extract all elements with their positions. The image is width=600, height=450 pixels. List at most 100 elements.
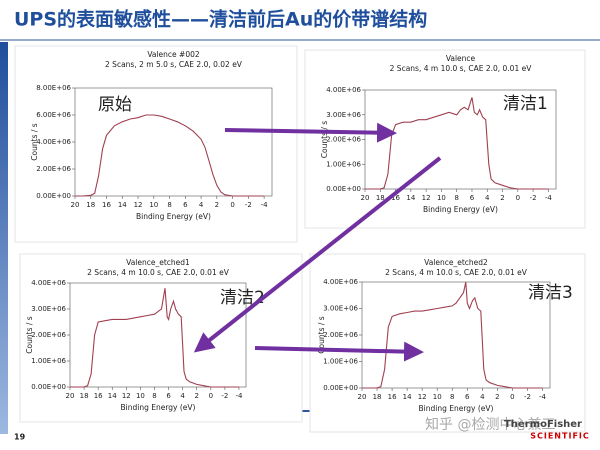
chart-panel xyxy=(304,49,586,229)
y-tick-label: 4.00E+06 xyxy=(31,279,66,287)
x-tick-label: 4 xyxy=(485,194,490,202)
y-tick-label: 0.00E+00 xyxy=(36,192,71,200)
y-tick-label: 3.00E+06 xyxy=(31,305,66,313)
x-tick-label: 2 xyxy=(194,392,198,400)
x-tick-label: -4 xyxy=(261,201,269,209)
watermark: 知乎 @检测中心兼工 xyxy=(425,416,555,433)
x-tick-label: 12 xyxy=(134,201,143,209)
x-tick-label: 20 xyxy=(361,194,370,202)
y-tick-label: 0.00E+00 xyxy=(323,384,358,392)
chart-title: Valence xyxy=(446,54,476,63)
x-tick-label: 2 xyxy=(215,201,219,209)
x-axis-label: Binding Energy (eV) xyxy=(136,212,211,221)
x-tick-label: 14 xyxy=(118,201,127,209)
chart-subtitle: 2 Scans, 2 m 5.0 s, CAE 2.0, 0.02 eV xyxy=(105,60,243,69)
y-tick-label: 4.00E+06 xyxy=(323,278,358,286)
x-tick-label: 0 xyxy=(230,201,234,209)
y-tick-label: 0.00E+00 xyxy=(326,185,361,193)
annotation: 清洁3 xyxy=(528,283,573,303)
y-tick-label: 3.00E+06 xyxy=(323,305,358,313)
y-tick-label: 6.00E+06 xyxy=(36,111,71,119)
x-tick-label: 20 xyxy=(71,201,80,209)
x-tick-label: 16 xyxy=(94,392,103,400)
x-tick-label: 8 xyxy=(167,201,171,209)
chart-title: Valence_etched1 xyxy=(126,258,190,267)
y-tick-label: 3.00E+06 xyxy=(326,111,361,119)
x-tick-label: 10 xyxy=(437,194,446,202)
x-tick-label: 4 xyxy=(480,393,485,401)
y-tick-label: 2.00E+06 xyxy=(31,331,66,339)
chart-subtitle: 2 Scans, 4 m 10.0 s, CAE 2.0, 0.01 eV xyxy=(87,268,230,277)
arrow xyxy=(254,341,424,362)
x-tick-label: 12 xyxy=(422,194,431,202)
slide-title: UPS的表面敏感性——清洁前后Au的价带谱结构 xyxy=(14,8,427,31)
y-tick-label: 2.00E+06 xyxy=(36,165,71,173)
y-axis-label: Counts / s xyxy=(30,123,39,160)
annotation: 原始 xyxy=(98,95,132,115)
chart-panel xyxy=(309,253,586,433)
x-tick-label: -4 xyxy=(235,392,243,400)
x-tick-label: 16 xyxy=(388,393,397,401)
y-tick-label: 8.00E+06 xyxy=(36,84,71,92)
y-tick-label: 2.00E+06 xyxy=(323,331,358,339)
x-tick-label: 18 xyxy=(80,392,89,400)
y-axis-label: Counts / s xyxy=(320,121,329,158)
x-tick-label: -4 xyxy=(539,393,547,401)
x-tick-label: 20 xyxy=(66,392,75,400)
y-tick-label: 1.00E+06 xyxy=(326,160,361,168)
page-number: 19 xyxy=(14,433,26,442)
y-tick-label: 1.00E+06 xyxy=(323,358,358,366)
x-axis-label: Binding Energy (eV) xyxy=(121,403,196,412)
x-tick-label: -4 xyxy=(545,194,553,202)
y-tick-label: 4.00E+06 xyxy=(326,86,361,94)
chart-subtitle: 2 Scans, 4 m 10.0 s, CAE 2.0, 0.01 eV xyxy=(385,268,528,277)
x-tick-label: 14 xyxy=(406,194,415,202)
annotation: 清洁2 xyxy=(220,288,265,308)
spectrum-line xyxy=(75,114,265,197)
x-tick-label: 6 xyxy=(470,194,475,202)
y-tick-label: 0.00E+00 xyxy=(31,383,66,391)
x-tick-label: 16 xyxy=(391,194,400,202)
x-tick-label: 16 xyxy=(102,201,111,209)
x-tick-label: 12 xyxy=(418,393,427,401)
arrow xyxy=(193,156,442,353)
y-tick-label: 4.00E+06 xyxy=(36,138,71,146)
spectrum-line xyxy=(70,288,239,388)
x-tick-label: -2 xyxy=(524,393,531,401)
x-tick-label: 2 xyxy=(495,393,499,401)
side-bar xyxy=(0,42,8,434)
x-tick-label: 8 xyxy=(152,392,156,400)
y-tick-label: 2.00E+06 xyxy=(326,136,361,144)
y-axis-label: Counts / s xyxy=(25,316,34,353)
logo-sub: SCIENTIFIC xyxy=(530,432,590,441)
x-tick-label: -2 xyxy=(245,201,252,209)
x-tick-label: 8 xyxy=(454,194,458,202)
chart-subtitle: 2 Scans, 4 m 10.0 s, CAE 2.0, 0.01 eV xyxy=(390,64,533,73)
chart-panel xyxy=(19,253,303,423)
spectrum-line xyxy=(362,281,543,389)
x-tick-label: 18 xyxy=(376,194,385,202)
x-tick-label: 8 xyxy=(450,393,454,401)
x-tick-label: 18 xyxy=(86,201,95,209)
x-tick-label: -2 xyxy=(221,392,228,400)
x-tick-label: 10 xyxy=(136,392,145,400)
x-tick-label: 6 xyxy=(166,392,171,400)
x-tick-label: 0 xyxy=(209,392,213,400)
x-tick-label: 20 xyxy=(358,393,367,401)
x-tick-label: 6 xyxy=(183,201,188,209)
x-tick-label: 18 xyxy=(373,393,382,401)
x-tick-label: -2 xyxy=(530,194,537,202)
arrow xyxy=(224,122,397,143)
annotation: 清洁1 xyxy=(503,94,548,114)
y-axis-label: Counts / s xyxy=(317,316,326,353)
chart-title: Valence #002 xyxy=(147,50,200,59)
chart-title: Valence_etched2 xyxy=(424,258,488,267)
x-tick-label: 2 xyxy=(500,194,504,202)
chart-panel xyxy=(14,45,298,243)
x-tick-label: 10 xyxy=(433,393,442,401)
x-tick-label: 14 xyxy=(108,392,117,400)
x-axis-label: Binding Energy (eV) xyxy=(419,404,494,413)
x-tick-label: 6 xyxy=(465,393,470,401)
logo: ThermoFisher xyxy=(504,419,582,430)
